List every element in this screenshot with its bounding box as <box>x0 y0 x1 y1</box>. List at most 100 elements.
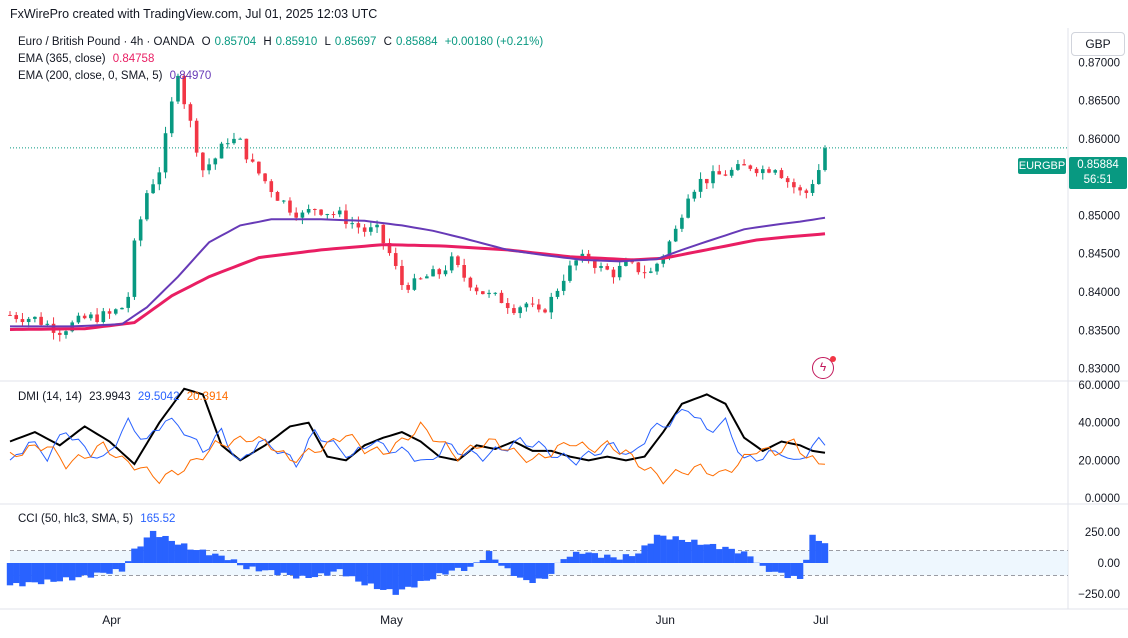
cci-bar <box>305 563 312 579</box>
dmi-tick-label: 0.0000 <box>1085 493 1120 505</box>
candle-body <box>723 174 728 176</box>
cci-value: 165.52 <box>140 513 176 525</box>
cci-bar <box>740 551 748 563</box>
candle-body <box>76 315 81 323</box>
cci-bar <box>324 563 331 576</box>
cci-bar <box>772 563 779 572</box>
last-price-value: 0.85884 <box>1077 159 1119 171</box>
cci-bar <box>44 563 51 580</box>
candle-body <box>145 193 149 220</box>
cci-bar <box>635 553 642 563</box>
candle-body <box>331 214 336 216</box>
candle-body <box>468 277 473 288</box>
price-tick-label: 0.84500 <box>1078 249 1120 261</box>
candle-body <box>481 291 485 295</box>
currency-button[interactable]: GBP <box>1071 32 1125 56</box>
candle-body <box>344 210 348 224</box>
cci-bar <box>579 553 586 563</box>
ema365-label: EMA (365, close) <box>18 53 106 65</box>
candle-body <box>45 323 50 325</box>
candle-body <box>574 260 578 266</box>
cci-bar <box>467 563 474 567</box>
cci-bar <box>6 563 14 586</box>
candle-body <box>792 182 796 188</box>
candle-body <box>362 227 367 232</box>
candle-body <box>474 287 479 292</box>
low-label: L <box>324 36 331 48</box>
cci-bar <box>37 563 45 585</box>
ema200-line <box>10 216 826 328</box>
price-tick-label: 0.86000 <box>1078 134 1120 146</box>
candle-body <box>499 292 504 304</box>
candle-body <box>201 152 205 171</box>
cci-bar <box>13 563 20 584</box>
cci-bar <box>212 553 219 563</box>
cci-bar <box>261 563 269 571</box>
cci-bar <box>684 541 692 563</box>
cci-bar <box>249 563 256 567</box>
cci-bar <box>342 563 350 577</box>
cci-bar <box>100 563 107 573</box>
candle-body <box>393 253 398 266</box>
cci-bar <box>392 563 399 595</box>
symbol-title: Euro / British Pound · 4h · OANDA <box>18 36 195 48</box>
candle-body <box>275 191 280 201</box>
candle-body <box>82 315 87 319</box>
candle-body <box>126 296 131 308</box>
candle-body <box>14 315 19 320</box>
candle-body <box>673 228 678 242</box>
cci-bar <box>255 563 263 572</box>
lightning-alert-icon[interactable]: ϟ <box>812 356 836 379</box>
cci-bar <box>118 563 126 572</box>
candle-body <box>729 169 734 176</box>
time-axis-label: Apr <box>102 613 121 627</box>
candle-body <box>773 170 778 173</box>
open-label: O <box>201 36 211 48</box>
candle-body <box>387 242 392 254</box>
candle-body <box>8 314 12 316</box>
cci-bar <box>803 559 810 563</box>
symbol-price-tag: EURGBP <box>1018 158 1066 174</box>
cci-bar <box>243 563 250 570</box>
candle-body <box>250 159 255 162</box>
cci-bar <box>429 563 437 580</box>
candle-body <box>306 208 311 213</box>
cci-bar <box>610 557 617 563</box>
cci-bar <box>523 563 530 581</box>
candle-body <box>89 314 93 319</box>
cci-bar <box>423 563 431 581</box>
cci-legend[interactable]: CCI (50, hlc3, SMA, 5) 165.52 <box>18 513 179 525</box>
candle-body <box>213 158 218 165</box>
time-axis-label: Jul <box>813 613 828 627</box>
cci-bar <box>168 540 175 563</box>
watermark-caption: FxWirePro created with TradingView.com, … <box>10 7 378 21</box>
candle-body <box>369 227 373 232</box>
candle-body <box>381 224 386 243</box>
ema365-legend[interactable]: EMA (365, close) 0.84758 <box>18 53 158 65</box>
cci-bar <box>678 539 686 563</box>
candle-body <box>337 210 342 215</box>
cci-bar <box>224 560 231 563</box>
symbol-legend[interactable]: Euro / British Pound · 4h · OANDA O 0.857… <box>18 36 547 48</box>
cci-bar <box>93 563 101 573</box>
candle-body <box>319 209 323 215</box>
cci-bar <box>796 563 804 579</box>
candle-body <box>816 170 821 185</box>
dmi-tick-label: 20.0000 <box>1078 455 1120 467</box>
candle-body <box>512 308 516 314</box>
dmi-plus-value: 29.5042 <box>137 391 180 403</box>
ema200-legend[interactable]: EMA (200, close, 0, SMA, 5) 0.84970 <box>18 70 215 82</box>
candle-body <box>649 271 653 273</box>
cci-bar <box>292 563 300 579</box>
cci-bar <box>106 563 113 574</box>
dmi-legend[interactable]: DMI (14, 14) 23.9943 29.5042 20.3914 <box>18 391 232 403</box>
cci-bar <box>317 563 325 574</box>
low-value: 0.85697 <box>334 36 377 48</box>
cci-bar <box>218 555 225 563</box>
candle-body <box>400 265 404 286</box>
cci-bar <box>628 556 636 563</box>
cci-bar <box>149 530 157 563</box>
candle-body <box>443 270 448 275</box>
candle-body <box>555 290 560 297</box>
